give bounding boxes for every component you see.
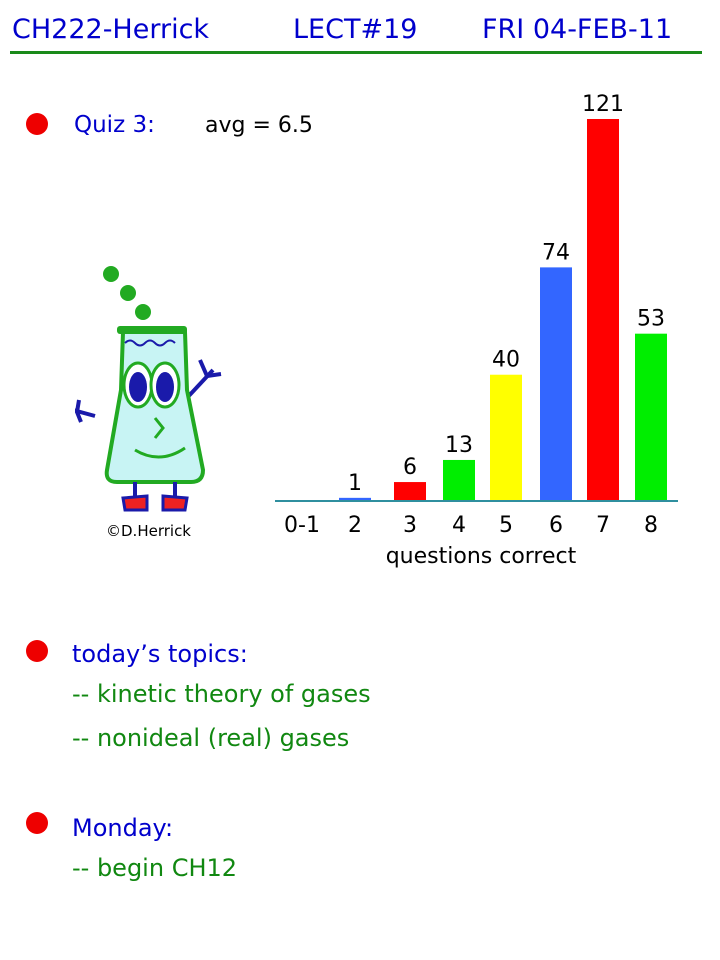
bar	[443, 459, 475, 501]
bar	[490, 374, 522, 501]
bullet-icon	[26, 812, 48, 834]
tick-label: 8	[644, 513, 658, 538]
tick-label: 3	[403, 513, 417, 538]
bar-chart: 0-1 1 2 6 3 13 4 40 5 74 6 121 7 53 8 questions correct	[275, 92, 678, 569]
flask-mascot-icon	[75, 266, 222, 512]
lecture-number: LECT#19	[293, 14, 418, 45]
data-label: 6	[403, 455, 417, 480]
bar	[540, 267, 572, 501]
bar	[635, 333, 667, 501]
tick-label: 5	[499, 513, 513, 538]
bar	[394, 482, 426, 501]
course-title: CH222-Herrick	[12, 14, 210, 45]
data-label: 1	[348, 471, 362, 496]
mascot-credit: ©D.Herrick	[106, 522, 191, 540]
quiz-label: Quiz 3:	[74, 112, 155, 138]
data-label: 74	[542, 240, 570, 265]
lecture-date: FRI 04-FEB-11	[482, 14, 673, 45]
x-axis-label: questions correct	[386, 544, 577, 569]
data-label: 40	[492, 348, 520, 373]
monday-heading: Monday:	[72, 814, 174, 842]
tick-label: 7	[596, 513, 610, 538]
tick-label: 0-1	[284, 513, 320, 538]
tick-label: 2	[348, 513, 362, 538]
bar	[339, 497, 371, 501]
quiz-average: avg = 6.5	[205, 113, 313, 138]
tick-label: 4	[452, 513, 466, 538]
monday-item: -- begin CH12	[72, 854, 238, 882]
bar	[587, 119, 619, 501]
data-label: 13	[445, 433, 473, 458]
topics-heading: today’s topics:	[72, 640, 248, 668]
bullet-icon	[26, 113, 48, 135]
bullet-icon	[26, 640, 48, 662]
topic-item: -- kinetic theory of gases	[72, 680, 371, 708]
data-label: 53	[637, 307, 665, 332]
data-label: 121	[582, 92, 624, 117]
topic-item: -- nonideal (real) gases	[72, 724, 350, 752]
tick-label: 6	[549, 513, 563, 538]
header-divider	[10, 51, 702, 54]
